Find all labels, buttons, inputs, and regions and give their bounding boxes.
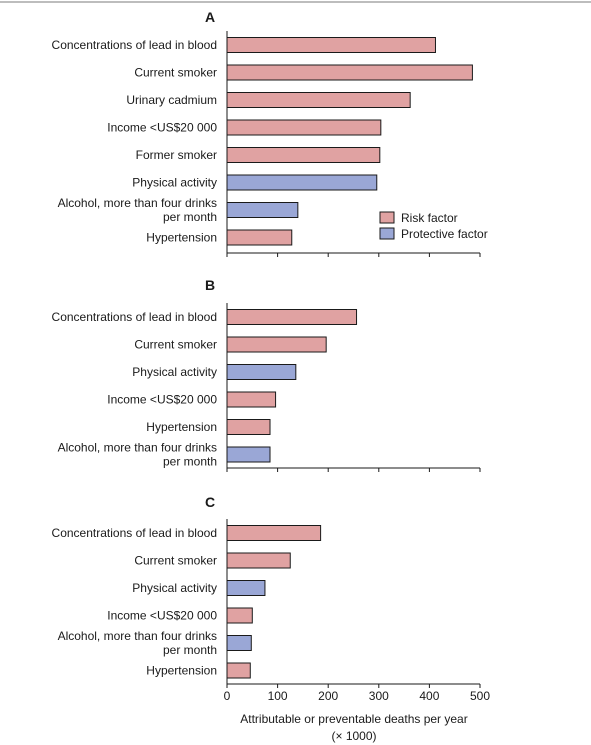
category-label: Concentrations of lead in blood xyxy=(52,38,217,52)
x-axis-ticks: 0 100 200 300 400 500 xyxy=(224,689,491,703)
bar xyxy=(226,419,271,435)
panel-b: B Concentrations of lead in blood Current… xyxy=(52,277,481,472)
category-label: Income <US$20 000 xyxy=(107,609,217,623)
category-label: Physical activity xyxy=(132,581,217,595)
category-label: Current smoker xyxy=(134,338,217,352)
category-label: Alcohol, more than four drinks per month xyxy=(58,441,217,469)
category-label: Alcohol, more than four drinks per month xyxy=(58,629,217,657)
bar xyxy=(226,580,266,596)
panel-c-title: C xyxy=(205,494,215,510)
bar xyxy=(226,607,253,624)
category-label: Current smoker xyxy=(134,66,217,80)
bar xyxy=(226,119,382,136)
category-label: Physical activity xyxy=(132,365,217,379)
x-tick-label: 400 xyxy=(419,689,439,703)
category-label: Hypertension xyxy=(146,420,217,434)
bar xyxy=(226,37,436,53)
bar xyxy=(226,552,291,569)
category-label: Alcohol, more than four drinks per month xyxy=(58,196,217,224)
legend-protective-label: Protective factor xyxy=(401,227,488,241)
bar xyxy=(226,391,277,408)
x-tick-label: 100 xyxy=(268,689,288,703)
panel-a: A Concentrations of lead in blood Current… xyxy=(52,9,488,257)
bar xyxy=(226,174,378,191)
bar xyxy=(226,92,411,108)
bar xyxy=(226,229,293,246)
legend-risk-label: Risk factor xyxy=(401,211,458,225)
x-tick-label: 300 xyxy=(369,689,389,703)
x-axis-label-line1: Attributable or preventable deaths per y… xyxy=(240,712,467,726)
legend-protective-swatch xyxy=(379,227,395,240)
category-label: Hypertension xyxy=(146,231,217,245)
category-label: Income <US$20 000 xyxy=(107,393,217,407)
category-label: Hypertension xyxy=(146,664,217,678)
category-label: Physical activity xyxy=(132,176,217,190)
bar xyxy=(226,202,299,218)
category-label: Urinary cadmium xyxy=(126,93,217,107)
legend-risk-swatch xyxy=(379,211,395,224)
bar xyxy=(226,309,358,325)
bar xyxy=(226,635,252,651)
panel-a-bars: Concentrations of lead in blood Current s… xyxy=(52,31,481,257)
bar xyxy=(226,64,473,81)
legend: Risk factor Protective factor xyxy=(379,211,488,241)
category-label: Concentrations of lead in blood xyxy=(52,526,217,540)
bar xyxy=(226,525,322,541)
category-label: Concentrations of lead in blood xyxy=(52,310,217,324)
category-label: Former smoker xyxy=(136,148,217,162)
bar xyxy=(226,336,327,353)
panel-a-title: A xyxy=(205,9,215,25)
panel-c: C Concentrations of lead in blood Current… xyxy=(52,494,481,688)
bar xyxy=(226,364,297,380)
bar xyxy=(226,446,271,463)
bar xyxy=(226,662,251,679)
x-tick-label: 200 xyxy=(318,689,338,703)
panel-b-title: B xyxy=(205,277,215,293)
x-tick-label: 500 xyxy=(470,689,490,703)
panel-c-bars: Concentrations of lead in blood Current s… xyxy=(52,519,481,688)
x-tick-label: 0 xyxy=(224,689,231,703)
category-label: Income <US$20 000 xyxy=(107,121,217,135)
x-axis-label-line2: (× 1000) xyxy=(331,729,376,743)
bar xyxy=(226,147,381,163)
panel-b-bars: Concentrations of lead in blood Current s… xyxy=(52,303,481,472)
category-label: Current smoker xyxy=(134,554,217,568)
